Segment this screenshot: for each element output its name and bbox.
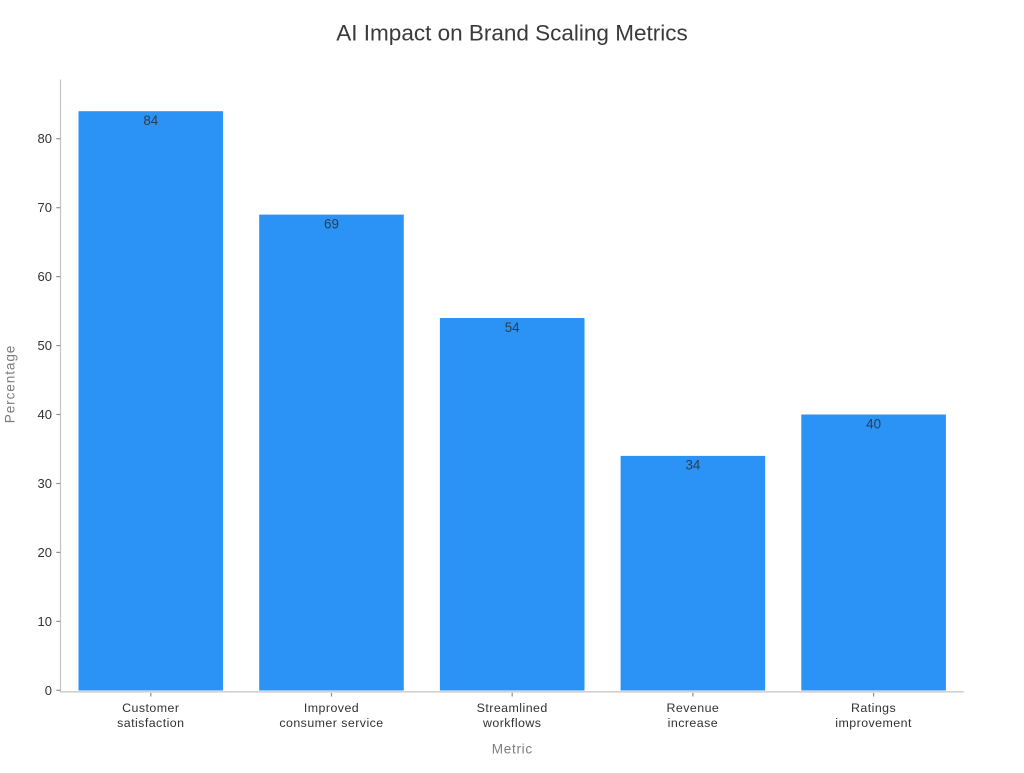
svg-text:40: 40 [866,416,881,431]
svg-text:Revenue: Revenue [667,701,720,715]
svg-text:69: 69 [324,216,339,231]
svg-text:Percentage: Percentage [3,345,18,424]
svg-text:Improved: Improved [304,701,359,715]
svg-text:10: 10 [38,614,52,629]
svg-text:0: 0 [45,683,52,698]
svg-text:workflows: workflows [482,716,541,730]
svg-text:improvement: improvement [835,716,912,730]
svg-text:54: 54 [505,320,520,335]
svg-text:20: 20 [38,545,52,560]
svg-text:50: 50 [38,338,52,353]
svg-text:34: 34 [685,458,700,473]
svg-text:AI Impact on Brand Scaling Met: AI Impact on Brand Scaling Metrics [336,21,687,46]
svg-text:84: 84 [143,113,158,128]
svg-text:Streamlined: Streamlined [477,701,548,715]
svg-text:70: 70 [38,200,52,215]
svg-text:Customer: Customer [122,701,179,715]
svg-text:60: 60 [38,269,52,284]
svg-text:increase: increase [668,716,718,730]
svg-text:Ratings: Ratings [851,701,896,715]
svg-text:30: 30 [38,476,52,491]
svg-text:consumer service: consumer service [279,716,383,730]
svg-text:satisfaction: satisfaction [117,716,184,730]
svg-text:40: 40 [38,407,52,422]
svg-text:Metric: Metric [492,741,533,756]
svg-text:80: 80 [38,131,52,146]
